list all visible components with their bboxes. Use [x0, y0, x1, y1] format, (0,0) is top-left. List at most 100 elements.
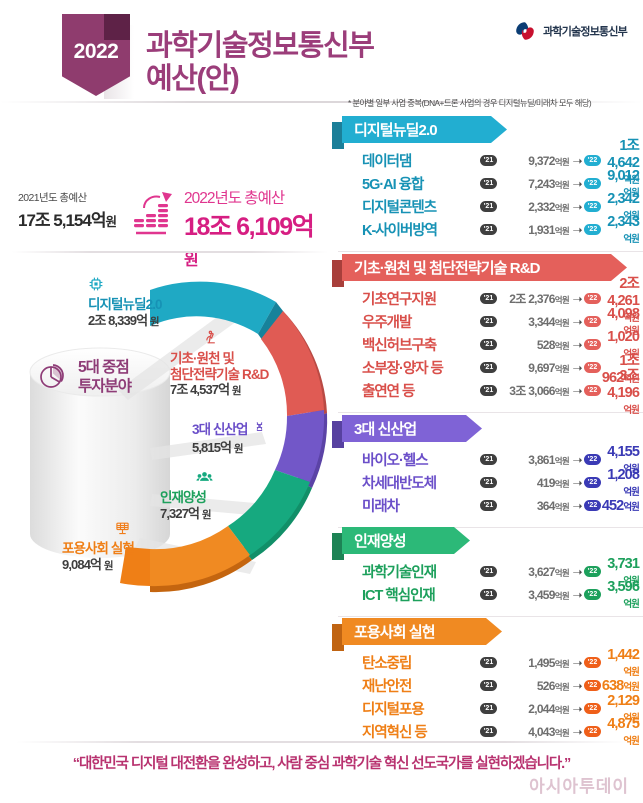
footer-quote: “대한민국 디지털 대전환을 완성하고, 사람 중심 과학기술 혁신 선도국가를…: [72, 756, 572, 772]
section-rows-new-industries: 바이오·헬스 '21 3,861억원 ➝ '22 4,155억원 차세대반도체 …: [332, 444, 643, 517]
table-row: 과학기술인재 '21 3,627억원 ➝ '22 3,731억원: [362, 556, 643, 587]
old-unit: 억원: [554, 156, 570, 167]
row-new-value: 1,020 억원: [601, 329, 643, 361]
budget-comparison: 2021년도 총예산 17조 5,154억원: [12, 186, 330, 269]
banner-body-2: 3대 신산업: [342, 415, 482, 442]
table-row: 우주개발 '21 3,344억원 ➝ '22 4,098억원: [362, 306, 643, 337]
row-name: 차세대반도체: [362, 476, 437, 492]
curr-year-badge: '22: [584, 566, 601, 577]
row-old-value: 419억원: [497, 476, 571, 490]
prev-year-badge: '21: [480, 201, 497, 212]
donut-center-line1: 5대 중점: [78, 358, 130, 376]
curr-year-badge: '22: [584, 316, 601, 327]
donut-label-inclusive-society-value: 9,084억 원: [62, 557, 134, 573]
new-amount: 9,012: [607, 167, 640, 184]
old-amount: 4,043: [528, 724, 555, 739]
new-unit: 억원: [623, 325, 640, 337]
budget-previous-amount: 17조 5,154억: [18, 211, 106, 230]
dna-icon: [252, 420, 267, 440]
donut-center-text: 5대 중점 투자분야: [78, 358, 132, 397]
row-old-value: 1,931억원: [497, 223, 571, 237]
table-row: 데이터댐 '21 9,372억원 ➝ '22 1조 4,642억원: [362, 138, 643, 186]
new-amount: 2,129: [607, 692, 640, 709]
row-old-value: 9,372억원: [497, 154, 571, 168]
row-new-value: 2,129 억원: [601, 693, 643, 725]
row-old-value: 3조 3,066억원: [497, 382, 571, 399]
banner-fold-2: [332, 421, 344, 448]
section-digital-new-deal: 디지털뉴딜2.0 데이터댐 '21 9,372억원 ➝ '22 1조 4,642…: [332, 116, 643, 252]
budget-current-unit: 원: [184, 252, 199, 269]
section-divider: [338, 616, 643, 617]
old-unit: 억원: [554, 704, 570, 715]
donut-label-digital-new-deal: 디지털뉴딜2.0 2조 8,339억 원: [88, 276, 163, 329]
new-unit: 억원: [623, 463, 640, 475]
donut-label-digital-new-deal-name: 디지털뉴딜2.0: [88, 297, 163, 312]
banner-fold-4: [332, 624, 344, 651]
row-new-value: 2조 4,261 억원: [601, 272, 643, 325]
old-unit: 억원: [554, 387, 570, 397]
prev-year-badge: '21: [480, 293, 497, 304]
curr-year-badge: '22: [584, 293, 601, 304]
row-new-value: 9,012 억원: [601, 168, 643, 200]
prev-year-badge: '21: [480, 385, 497, 396]
row-old-value: 2,044억원: [497, 702, 571, 716]
banner-body-0: 디지털뉴딜2.0: [342, 116, 507, 143]
new-unit: 억원: [623, 187, 640, 199]
curr-year-badge: '22: [584, 500, 601, 511]
government-logo: 과학기술정보통신부: [514, 20, 628, 42]
prev-year-badge: '21: [480, 566, 497, 577]
section-title-inclusive-society: 포용사회 실현: [354, 624, 435, 641]
curr-year-badge: '22: [584, 178, 601, 189]
row-name: 5G·AI 융합: [362, 177, 424, 193]
banner-fold-0: [332, 122, 344, 149]
change-arrow-icon: ➝: [572, 222, 583, 237]
row-new-value: 4,875 억원: [601, 716, 643, 748]
table-row: K-사이버방역 '21 1,931억원 ➝ '22 2,343억원: [362, 214, 643, 245]
new-unit: 억원: [623, 210, 640, 222]
curr-year-badge: '22: [584, 477, 601, 488]
budget-current: 2022년도 총예산 18조 6,109억 원: [184, 186, 330, 272]
donut-unit-4: 원: [103, 559, 114, 572]
curr-year-badge: '22: [584, 680, 601, 691]
section-rows-basic-rnd: 기초연구지원 '21 2조 2,376억원 ➝ '22 2조 4,261억원 우…: [332, 276, 643, 416]
change-arrow-icon: ➝: [572, 199, 583, 214]
year-badge-label: 2022: [73, 40, 119, 63]
curr-year-badge: '22: [584, 201, 601, 212]
table-row: 출연연 등 '21 3조 3,066억원 ➝ '22 3조 4,196억원: [362, 368, 643, 416]
header: 2022 과학기술정보통신부 예산(안) 과학기술정보통신부: [0, 0, 643, 104]
new-amount: 452: [601, 497, 624, 514]
table-row: 차세대반도체 '21 419억원 ➝ '22 1,208억원: [362, 467, 643, 498]
new-amount: 638: [601, 677, 624, 694]
investment-donut-chart: 디지털뉴딜2.0 2조 8,339억 원 기초·원천 및 첨단전략기술 R&D …: [0, 272, 334, 634]
row-old-value: 3,344억원: [497, 315, 571, 329]
new-amount: 1조 962: [601, 353, 640, 386]
new-amount: 4,875: [607, 715, 640, 732]
curr-year-badge: '22: [584, 155, 601, 166]
microscope-icon: [202, 330, 269, 351]
row-new-value: 3조 4,196억원: [601, 364, 643, 417]
old-amount: 2,332: [528, 199, 555, 214]
old-unit: 억원: [554, 363, 570, 374]
row-name: 디지털포용: [362, 702, 425, 718]
row-new-value: 452억원: [601, 498, 643, 514]
donut-label-new-industries-name: 3대 신산업: [192, 422, 248, 438]
section-title-digital-new-deal: 디지털뉴딜2.0: [354, 122, 437, 139]
old-amount: 9,372: [528, 153, 555, 168]
old-amount: 3,344: [528, 314, 555, 329]
prev-year-badge: '21: [480, 362, 497, 373]
row-new-value: 1조 4,642 억원: [601, 134, 643, 187]
donut-value-3: 7,327억: [160, 505, 200, 521]
new-unit: 억원: [623, 501, 640, 513]
old-unit: 억원: [554, 501, 570, 512]
section-divider: [338, 251, 643, 252]
row-new-value: 3,731 억원: [601, 556, 643, 588]
donut-label-new-industries-value: 5,815억 원: [192, 440, 267, 456]
footer-divider: [16, 741, 627, 743]
row-new-value: 4,098억원: [601, 306, 643, 338]
old-amount: 2조 2,376: [509, 292, 555, 306]
new-unit: 억원: [623, 666, 640, 678]
donut-unit-0: 원: [149, 315, 160, 328]
row-new-value: 2,342 억원: [601, 191, 643, 223]
row-old-value: 7,243억원: [497, 177, 571, 191]
